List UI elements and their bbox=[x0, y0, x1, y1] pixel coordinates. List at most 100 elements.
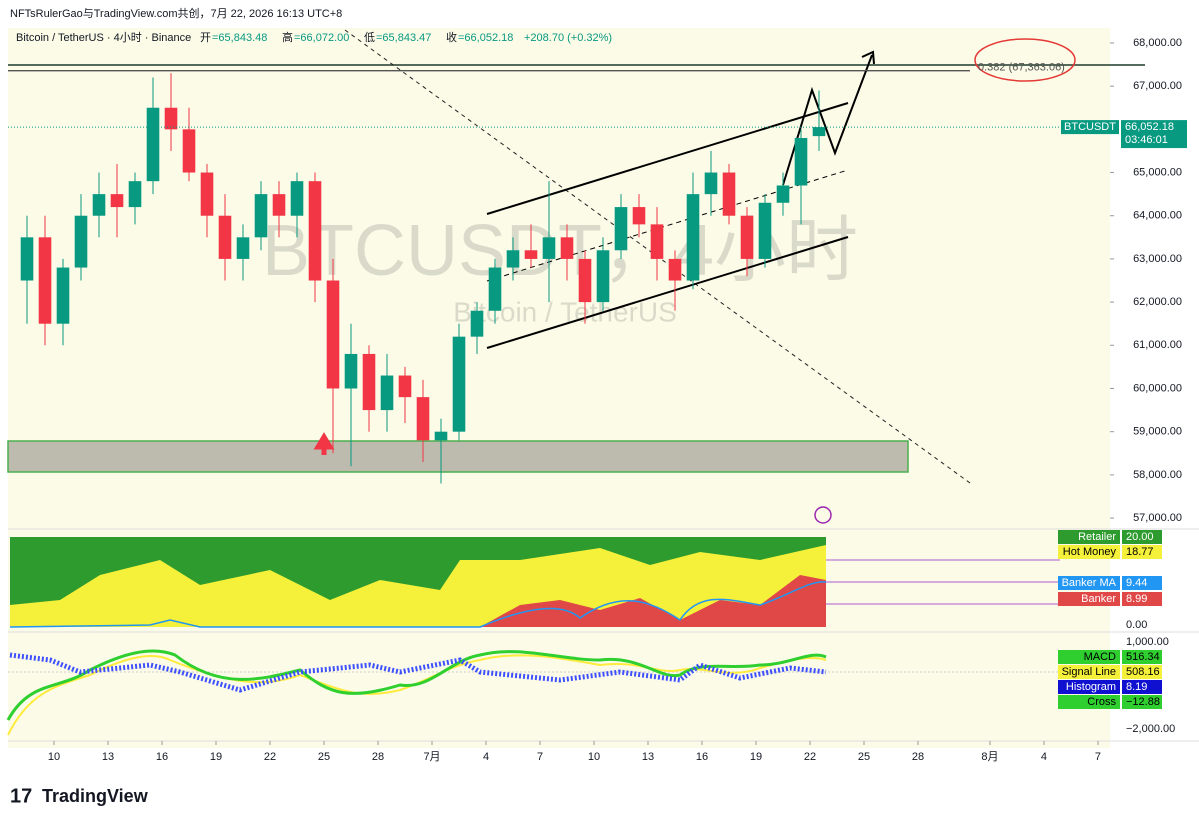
x-tick-label: 25 bbox=[858, 751, 870, 763]
candle-body bbox=[218, 215, 232, 259]
indicator-value: 508.16 bbox=[1126, 666, 1160, 678]
x-tick-label: 16 bbox=[156, 751, 168, 763]
indicator-name: Cross bbox=[1087, 696, 1116, 708]
channel-upper bbox=[486, 102, 849, 215]
candle-body bbox=[488, 267, 502, 311]
symbol: Bitcoin / TetherUS · 4小时 · Binance bbox=[16, 31, 191, 44]
candle-body bbox=[704, 172, 718, 195]
candle-body bbox=[776, 185, 790, 203]
ohlc-value: =65,843.48 bbox=[212, 32, 267, 44]
x-tick-label: 25 bbox=[318, 751, 330, 763]
indicator-tag bbox=[1058, 650, 1120, 664]
candle-body bbox=[110, 194, 124, 208]
y-tick-label: 62,000.00 bbox=[1133, 296, 1182, 308]
channel-lower bbox=[486, 236, 849, 349]
candle-body bbox=[416, 397, 430, 441]
candle-body bbox=[326, 280, 340, 389]
x-tick-label: 4 bbox=[1041, 751, 1047, 763]
indicator-value-tag bbox=[1122, 650, 1162, 664]
candle-body bbox=[74, 215, 88, 268]
indicator-tag bbox=[1058, 695, 1120, 709]
indicator-value-tag bbox=[1122, 680, 1162, 694]
candle-body bbox=[812, 127, 826, 137]
candle-body bbox=[254, 194, 268, 238]
y-tick-label: 64,000.00 bbox=[1133, 210, 1182, 222]
candle-body bbox=[434, 431, 448, 441]
fib-label: 0.382 (67,363.06) bbox=[978, 61, 1065, 73]
y-tick-label: 59,000.00 bbox=[1133, 426, 1182, 438]
event-icon bbox=[814, 506, 832, 524]
candle-body bbox=[650, 224, 664, 259]
candle-body bbox=[20, 237, 34, 281]
candle-body bbox=[452, 336, 466, 432]
indicator-name: MACD bbox=[1084, 651, 1116, 663]
candle-body bbox=[740, 215, 754, 259]
y-tick-label: 68,000.00 bbox=[1133, 37, 1182, 49]
candle-body bbox=[632, 207, 646, 225]
ohlc-value: =66,072.00 bbox=[294, 32, 349, 44]
y-tick-label: 65,000.00 bbox=[1133, 166, 1182, 178]
y-tick-label: 57,000.00 bbox=[1133, 512, 1182, 524]
indicator-tag bbox=[1058, 665, 1120, 679]
candle-body bbox=[200, 172, 214, 216]
macd-pane bbox=[6, 649, 1110, 736]
x-tick-label: 13 bbox=[642, 751, 654, 763]
watermark-subtitle: Bitcoin / TetherUS bbox=[453, 296, 677, 327]
candle-body bbox=[542, 237, 556, 259]
candle-body bbox=[182, 129, 196, 173]
candle-body bbox=[380, 375, 394, 411]
x-tick-label: 10 bbox=[588, 751, 600, 763]
candle-body bbox=[596, 250, 610, 303]
logo: TradingView bbox=[42, 786, 149, 806]
macd-tick: 1,000.00 bbox=[1126, 636, 1169, 648]
indicator-value-tag bbox=[1122, 530, 1162, 544]
candle-body bbox=[560, 237, 574, 259]
y-tick-label: 61,000.00 bbox=[1133, 339, 1182, 351]
x-tick-label: 7 bbox=[537, 751, 543, 763]
candle-body bbox=[470, 310, 484, 337]
y-tick-label: 63,000.00 bbox=[1133, 253, 1182, 265]
indicator-tag bbox=[1058, 592, 1120, 606]
logo-icon: 17 bbox=[10, 785, 32, 807]
indicator-value: 18.77 bbox=[1126, 546, 1154, 558]
indicator-name: Banker MA bbox=[1062, 577, 1117, 589]
indicator-value: −12.88 bbox=[1126, 696, 1160, 708]
indicator-value: 516.34 bbox=[1126, 651, 1160, 663]
retailer-area bbox=[10, 537, 826, 605]
x-tick-label: 28 bbox=[912, 751, 924, 763]
candle-body bbox=[272, 194, 286, 216]
x-tick-label: 7 bbox=[1095, 751, 1101, 763]
candle-body bbox=[794, 137, 808, 186]
x-tick-label: 13 bbox=[102, 751, 114, 763]
x-tick-label: 22 bbox=[264, 751, 276, 763]
candle-body bbox=[668, 258, 682, 281]
highlight-oval bbox=[974, 38, 1076, 82]
indicator-tag bbox=[1058, 680, 1120, 694]
indicator-value: 9.44 bbox=[1126, 577, 1147, 589]
candle-body bbox=[722, 172, 736, 216]
candle-body bbox=[38, 237, 52, 324]
candle-body bbox=[56, 267, 70, 324]
candle-body bbox=[308, 181, 322, 281]
price-tag bbox=[1121, 120, 1187, 149]
symbol-tag-text: BTCUSDT bbox=[1064, 121, 1116, 133]
candle-body bbox=[506, 250, 520, 268]
x-tick-label: 19 bbox=[750, 751, 762, 763]
indicator-tag bbox=[1058, 530, 1120, 544]
candle-body bbox=[614, 207, 628, 251]
indicator-value: 8.19 bbox=[1126, 681, 1147, 693]
symbol-tag bbox=[1061, 120, 1119, 135]
banker-area bbox=[480, 575, 826, 627]
support-zone bbox=[7, 440, 909, 473]
candle-body bbox=[686, 194, 700, 281]
candle-body bbox=[362, 353, 376, 411]
indicator-name: Hot Money bbox=[1063, 546, 1117, 558]
x-tick-label: 8月 bbox=[981, 751, 998, 763]
x-tick-label: 28 bbox=[372, 751, 384, 763]
price-tag-text: 66,052.18 bbox=[1125, 121, 1174, 133]
banker-zero: 0.00 bbox=[1126, 619, 1147, 631]
x-tick-label: 19 bbox=[210, 751, 222, 763]
ohlc-value: =66,052.18 bbox=[458, 32, 513, 44]
indicator-name: Histogram bbox=[1066, 681, 1116, 693]
candle-body bbox=[164, 107, 178, 130]
